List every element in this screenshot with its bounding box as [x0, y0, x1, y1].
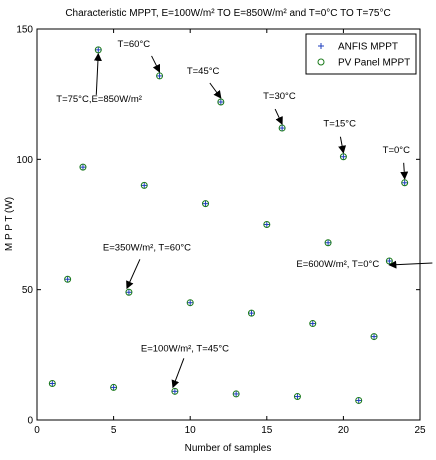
annotation: T=15°C — [323, 119, 356, 154]
x-tick-label: 0 — [34, 425, 40, 436]
chart-title: Characteristic MPPT, E=100W/m² TO E=850W… — [65, 8, 390, 19]
anfis-mppt-point — [325, 239, 332, 246]
x-tick-label: 25 — [414, 425, 426, 436]
pv-panel-mppt-point — [202, 200, 210, 208]
pv-panel-mppt-point — [355, 396, 363, 404]
annotations: T=75°C,E=850W/m² T=60°C T=45°C T=30°C T=15°C… — [56, 39, 433, 389]
anfis-mppt-point — [248, 310, 255, 317]
annotation-label: T=75°C,E=850W/m² — [56, 94, 142, 105]
annotation-arrow — [209, 82, 222, 99]
annotation: E=350W/m², T=60°C — [103, 242, 191, 290]
pv-panel-mppt-point — [110, 383, 118, 391]
annotation-label: E=600W/m², T=0°C — [296, 259, 379, 270]
annotation: T=45°C — [187, 66, 222, 99]
anfis-mppt-point — [95, 46, 102, 53]
pv-panel-mppt-point — [401, 179, 409, 187]
x-tick-label: 15 — [261, 425, 273, 436]
annotation-arrow — [400, 162, 409, 180]
annotation: E=600W/m², T=0°C — [296, 259, 433, 270]
pv-panel-mppt-point — [278, 124, 286, 132]
legend-box — [305, 33, 417, 75]
annotation-label: T=60°C — [118, 39, 151, 50]
anfis-mppt-point — [49, 380, 56, 387]
annotation-label: E=350W/m², T=60°C — [103, 242, 191, 253]
annotation-label: T=15°C — [323, 119, 356, 130]
anfis-mppt-point — [79, 164, 86, 171]
y-axis-label: M P P T (W) — [4, 197, 15, 251]
pv-panel-mppt-point — [247, 309, 255, 317]
anfis-mppt-point — [64, 276, 71, 283]
pv-panel-mppt-point — [263, 221, 271, 228]
data-points — [48, 46, 409, 404]
annotation-arrow — [93, 52, 102, 95]
annotation-arrow — [338, 136, 347, 154]
anfis-mppt-point — [110, 384, 117, 391]
pv-panel-mppt-point — [140, 181, 148, 189]
anfis-mppt-point — [125, 289, 132, 296]
anfis-mppt-point — [171, 388, 178, 395]
annotation: T=75°C,E=850W/m² — [56, 52, 142, 105]
y-tick-label: 50 — [22, 285, 34, 296]
anfis-mppt-point — [355, 397, 362, 404]
x-tick-label: 20 — [338, 425, 350, 436]
y-tick-label: 0 — [27, 416, 33, 427]
pv-panel-mppt-point — [370, 333, 378, 341]
legend-entry-label: PV Panel MPPT — [338, 58, 410, 69]
legend-entry-label: ANFIS MPPT — [338, 42, 398, 53]
annotation-arrow — [388, 260, 433, 269]
anfis-mppt-point — [279, 125, 286, 132]
anfis-mppt-point — [340, 153, 347, 160]
annotation: T=0°C — [383, 145, 410, 180]
pv-panel-mppt-point — [156, 72, 164, 80]
pv-panel-mppt-point — [232, 390, 240, 398]
anfis-mppt-point — [233, 390, 240, 397]
pv-panel-mppt-point — [48, 380, 56, 388]
y-tick-label: 150 — [16, 25, 33, 36]
anfis-mppt-point — [141, 182, 148, 189]
annotation-arrow — [274, 108, 283, 125]
y-tick-label: 100 — [16, 155, 33, 166]
annotation-label: T=45°C — [187, 66, 220, 77]
pv-panel-mppt-point — [293, 393, 301, 401]
axis-ticks: 0 5 10 15 20 25 0 50 100 150 — [16, 25, 426, 437]
anfis-mppt-point — [371, 333, 378, 340]
anfis-mppt-point — [202, 200, 209, 207]
pv-panel-mppt-point — [171, 387, 179, 395]
pv-panel-mppt-point — [64, 275, 72, 283]
annotation-label: T=0°C — [383, 145, 410, 156]
x-tick-label: 5 — [111, 425, 117, 436]
anfis-mppt-point — [263, 221, 270, 228]
pv-panel-mppt-point — [324, 239, 332, 247]
x-tick-label: 10 — [185, 425, 197, 436]
annotation-label: T=30°C — [263, 91, 296, 102]
annotation-label: E=100W/m², T=45°C — [141, 343, 229, 354]
anfis-mppt-point — [217, 98, 224, 105]
annotation: E=100W/m², T=45°C — [141, 343, 229, 389]
pv-panel-mppt-point — [94, 46, 102, 54]
anfis-mppt-point — [156, 72, 163, 79]
pv-panel-mppt-point — [339, 153, 347, 161]
annotation: T=30°C — [263, 91, 296, 125]
plot-area — [36, 28, 421, 421]
pv-panel-mppt-point — [186, 299, 194, 307]
annotation-arrow — [126, 259, 141, 290]
pv-panel-mppt-point — [125, 288, 133, 296]
anfis-mppt-point — [294, 393, 301, 400]
x-axis-label: Number of samples — [185, 443, 272, 454]
anfis-mppt-point — [401, 179, 408, 186]
pv-panel-mppt-point — [79, 163, 87, 171]
annotation-arrow — [151, 55, 161, 73]
pv-panel-mppt-point — [309, 320, 317, 328]
pv-panel-mppt-point — [217, 98, 225, 106]
legend-marker-circle — [317, 58, 325, 66]
anfis-mppt-point — [309, 320, 316, 327]
anfis-mppt-point — [187, 299, 194, 306]
annotation: T=60°C — [118, 39, 161, 73]
annotation-arrow — [171, 358, 185, 389]
legend: ANFIS MPPT PV Panel MPPT — [305, 33, 417, 75]
